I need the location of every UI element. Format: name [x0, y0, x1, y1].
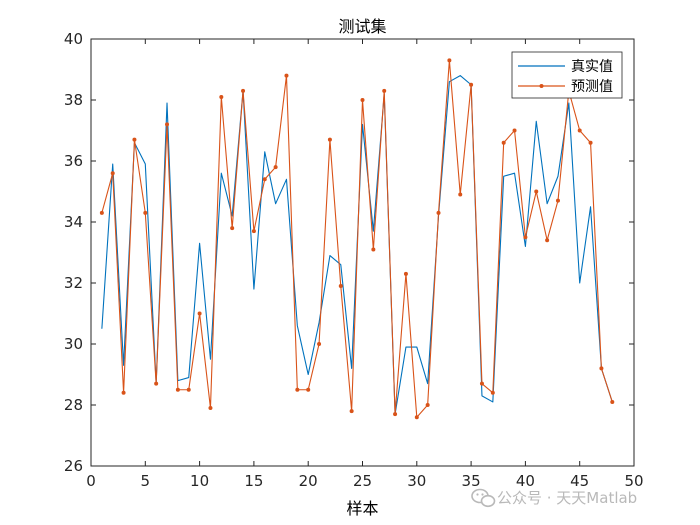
y-tick-label: 26: [64, 457, 83, 475]
data-point: [241, 88, 246, 93]
x-tick-label: 5: [141, 472, 151, 490]
data-point: [295, 387, 300, 392]
y-tick-label: 38: [64, 91, 83, 109]
series-layer: [99, 58, 615, 420]
legend: 真实值 预测值: [511, 51, 623, 99]
y-tick-label: 36: [64, 152, 83, 170]
data-point: [512, 128, 517, 133]
x-tick-label: 10: [190, 472, 209, 490]
data-point: [349, 409, 354, 414]
data-point: [338, 284, 343, 289]
data-point: [403, 271, 408, 276]
data-point: [251, 229, 256, 234]
data-point: [327, 137, 332, 142]
x-tick-label: 30: [407, 472, 426, 490]
data-point: [458, 192, 463, 197]
data-point: [197, 311, 202, 316]
x-tick-label: 35: [462, 472, 481, 490]
legend-box: [511, 51, 623, 99]
y-tick-label: 28: [64, 396, 83, 414]
data-point: [469, 82, 474, 87]
data-point: [208, 406, 213, 411]
data-point: [306, 387, 311, 392]
data-point: [490, 390, 495, 395]
x-tick-label: 40: [516, 472, 535, 490]
data-point: [382, 88, 387, 93]
data-point: [523, 235, 528, 240]
legend-label-true: 真实值: [571, 59, 613, 75]
data-point: [262, 177, 267, 182]
watermark-text: 公众号 · 天天Matlab: [497, 489, 637, 507]
data-point: [154, 381, 159, 386]
chart-title: 测试集: [338, 17, 386, 36]
data-point: [317, 342, 322, 346]
data-point: [165, 122, 170, 127]
x-tick-label: 50: [624, 472, 643, 490]
x-tick-label: 20: [299, 472, 318, 490]
data-point: [230, 226, 235, 231]
data-point: [436, 210, 441, 215]
data-point: [110, 171, 115, 176]
wechat-icon: [471, 488, 496, 508]
data-point: [588, 140, 593, 145]
data-point: [555, 198, 560, 203]
legend-marker-pred: [539, 84, 544, 88]
data-point: [393, 412, 398, 417]
data-point: [132, 137, 137, 142]
y-tick-label: 30: [64, 335, 83, 353]
data-point: [99, 210, 104, 215]
data-point: [121, 390, 126, 395]
data-point: [545, 238, 550, 243]
watermark: 公众号 · 天天Matlab: [471, 488, 637, 508]
data-point: [447, 58, 452, 63]
x-tick-label: 0: [86, 472, 96, 490]
data-point: [175, 387, 180, 392]
data-point: [577, 128, 582, 133]
data-point: [219, 94, 224, 99]
x-axis-label: 样本: [346, 499, 378, 518]
data-point: [360, 98, 365, 102]
data-point: [501, 140, 506, 145]
y-tick-label: 34: [64, 213, 83, 231]
data-point: [425, 403, 430, 407]
x-tick-label: 15: [244, 472, 263, 490]
data-point: [284, 73, 289, 78]
data-point: [479, 381, 484, 386]
y-tick-label: 40: [64, 30, 83, 48]
data-point: [599, 366, 604, 371]
y-tick-label: 32: [64, 274, 83, 292]
x-tick-label: 25: [353, 472, 372, 490]
tick-layer: 0 5 10 15 20 25 30 35 40 45 50 26 28 30 32 34 36 38 40: [64, 30, 644, 490]
x-tick-label: 45: [570, 472, 589, 490]
axes-box: [90, 38, 635, 467]
data-point: [273, 165, 278, 170]
data-point: [186, 387, 191, 392]
legend-label-pred: 预测值: [571, 79, 613, 95]
data-point: [610, 399, 615, 404]
data-point: [534, 189, 539, 194]
data-point: [143, 210, 148, 215]
data-point: [371, 247, 376, 252]
data-point: [414, 415, 419, 420]
